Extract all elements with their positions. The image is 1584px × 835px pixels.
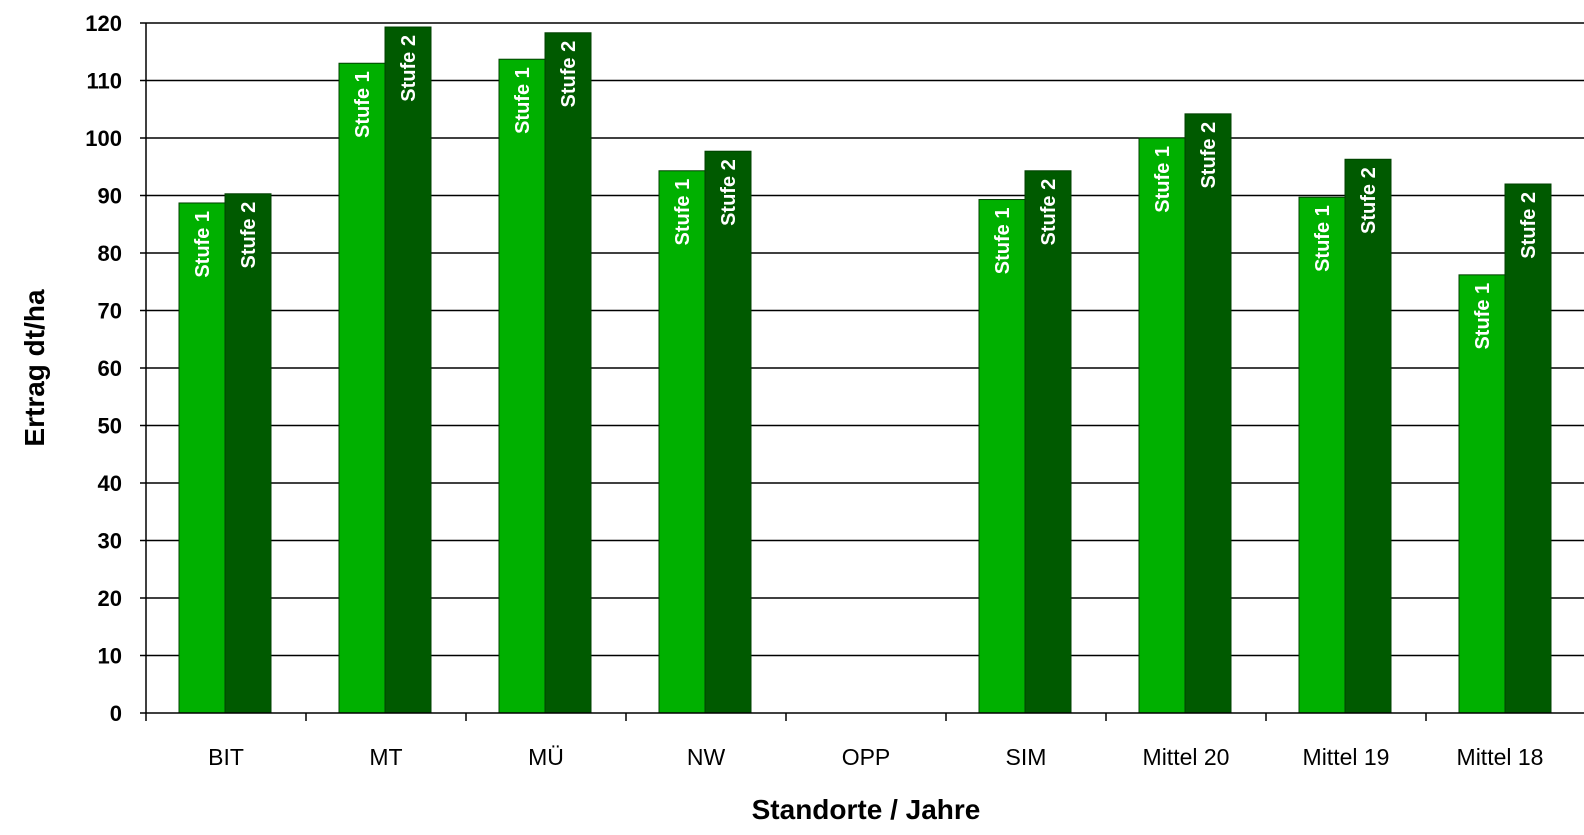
y-tick-label-60: 60	[98, 356, 122, 381]
bar-label-stufe-1-mittel-20: Stufe 1	[1152, 146, 1174, 213]
bar-label-stufe-1-mü: Stufe 1	[512, 67, 534, 134]
bars: Stufe 1 Stufe 1 Stufe 1 Stufe 1 Stufe 1 Stufe…	[178, 26, 1552, 714]
x-axis-title: Standorte / Jahre	[752, 794, 981, 825]
x-tick-label-mt: MT	[369, 744, 402, 770]
y-axis-title: Ertrag dt/ha	[19, 289, 50, 447]
y-tick-label-20: 20	[98, 586, 122, 611]
bar-stufe-1-mt	[338, 62, 386, 714]
x-tick-label-mittel-19: Mittel 19	[1303, 744, 1390, 770]
bar-stufe-2-mt	[384, 26, 432, 714]
bar-stufe-1-mittel-20	[1138, 137, 1186, 714]
bar-label-stufe-2-mittel-18: Stufe 2	[1518, 192, 1540, 259]
y-tick-label-0: 0	[110, 701, 122, 726]
bar-label-stufe-1-nw: Stufe 1	[672, 179, 694, 246]
bar-stufe-2-sim	[1024, 170, 1072, 714]
bar-label-stufe-2-nw: Stufe 2	[718, 159, 740, 226]
y-tick-label-100: 100	[85, 126, 122, 151]
y-tick-label-80: 80	[98, 241, 122, 266]
x-tick-label-mü: MÜ	[528, 744, 564, 770]
bar-label-stufe-2-sim: Stufe 2	[1038, 179, 1060, 246]
y-tick-label-10: 10	[98, 644, 122, 669]
x-tick-label-bit: BIT	[208, 744, 244, 770]
y-tick-label-50: 50	[98, 414, 122, 439]
bar-stufe-1-mittel-18	[1458, 274, 1506, 714]
bar-stufe-2-bit	[224, 193, 272, 714]
x-tick-labels: BIT MT MÜ NW OPP SIM Mittel 20 Mittel 19 Mittel …	[208, 744, 1543, 770]
bar-stufe-2-nw	[704, 150, 752, 714]
bar-stufe-2-mü	[544, 32, 592, 714]
y-tick-label-70: 70	[98, 299, 122, 324]
bar-stufe-1-sim	[978, 199, 1026, 714]
bar-label-stufe-1-mittel-18: Stufe 1	[1472, 283, 1494, 350]
bar-label-stufe-1-mittel-19: Stufe 1	[1312, 205, 1334, 272]
bar-stufe-1-mü	[498, 58, 546, 714]
y-tick-label-40: 40	[98, 471, 122, 496]
bar-stufe-1-mittel-19	[1298, 196, 1346, 714]
bar-label-stufe-2-mü: Stufe 2	[558, 41, 580, 108]
bar-label-stufe-1-bit: Stufe 1	[192, 211, 214, 278]
bar-label-stufe-2-mittel-20: Stufe 2	[1198, 122, 1220, 189]
bar-label-stufe-1-mt: Stufe 1	[352, 71, 374, 138]
x-tick-label-nw: NW	[687, 744, 726, 770]
bar-stufe-2-mittel-20	[1184, 113, 1232, 714]
x-tick-label-sim: SIM	[1006, 744, 1047, 770]
bar-label-stufe-2-bit: Stufe 2	[238, 202, 260, 269]
bar-label-stufe-2-mittel-19: Stufe 2	[1358, 167, 1380, 234]
y-tick-label-120: 120	[85, 11, 122, 36]
x-tick-label-mittel-18: Mittel 18	[1457, 744, 1544, 770]
y-tick-labels: 0 10 20 30 40 50 60 70 80 90 100 110 120	[85, 11, 122, 726]
bar-stufe-2-mittel-18	[1504, 183, 1552, 714]
y-tick-label-30: 30	[98, 529, 122, 554]
bar-stufe-1-nw	[658, 170, 706, 714]
y-tick-label-90: 90	[98, 184, 122, 209]
bar-label-stufe-2-mt: Stufe 2	[398, 35, 420, 102]
bar-stufe-2-mittel-19	[1344, 158, 1392, 714]
axes	[145, 23, 1584, 721]
y-tick-label-110: 110	[87, 69, 123, 94]
x-tick-label-mittel-20: Mittel 20	[1143, 744, 1230, 770]
bar-stufe-1-bit	[178, 202, 226, 714]
x-tick-label-opp: OPP	[842, 744, 891, 770]
bar-label-stufe-1-sim: Stufe 1	[992, 208, 1014, 275]
